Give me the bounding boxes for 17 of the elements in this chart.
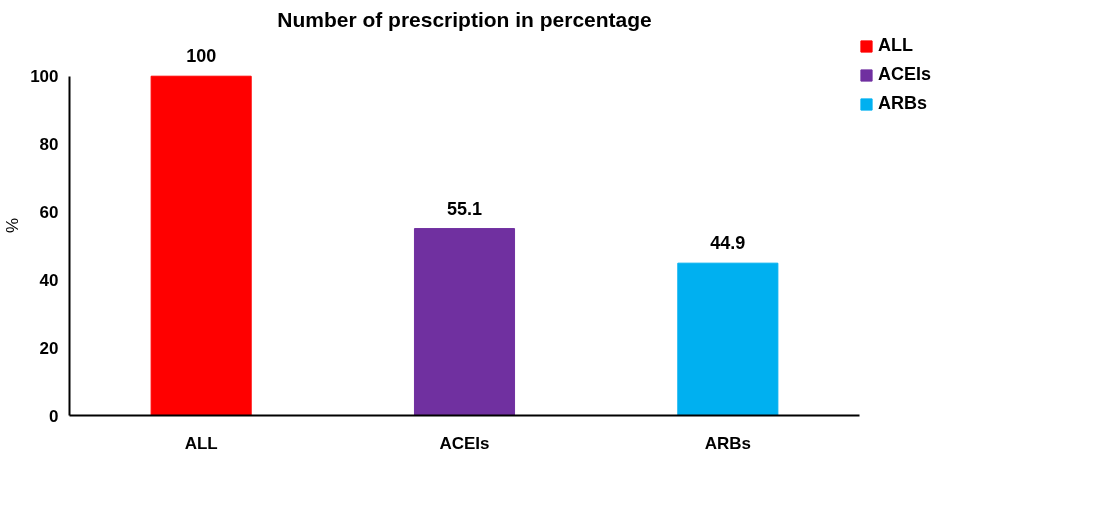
- legend-label: ACEIs: [878, 64, 932, 85]
- y-tick-label: 20: [39, 338, 59, 358]
- data-label: 55.1: [446, 198, 483, 219]
- data-label: 44.9: [710, 233, 746, 254]
- legend-label: ARBs: [878, 93, 928, 114]
- y-axis-title: %: [3, 217, 23, 234]
- legend-label: ALL: [878, 35, 913, 56]
- data-label: 100: [186, 46, 217, 67]
- y-tick-label: 40: [39, 270, 59, 290]
- y-tick-label: 60: [39, 202, 59, 222]
- x-tick-label: ALL: [184, 433, 218, 453]
- chart-title: Number of prescription in percentage: [277, 7, 652, 31]
- x-tick-label: ARBs: [704, 433, 751, 453]
- y-tick-label: 0: [49, 406, 59, 426]
- x-tick-label: ACEIs: [439, 433, 490, 453]
- y-tick-label: 80: [39, 135, 59, 155]
- y-tick-label: 100: [30, 67, 59, 87]
